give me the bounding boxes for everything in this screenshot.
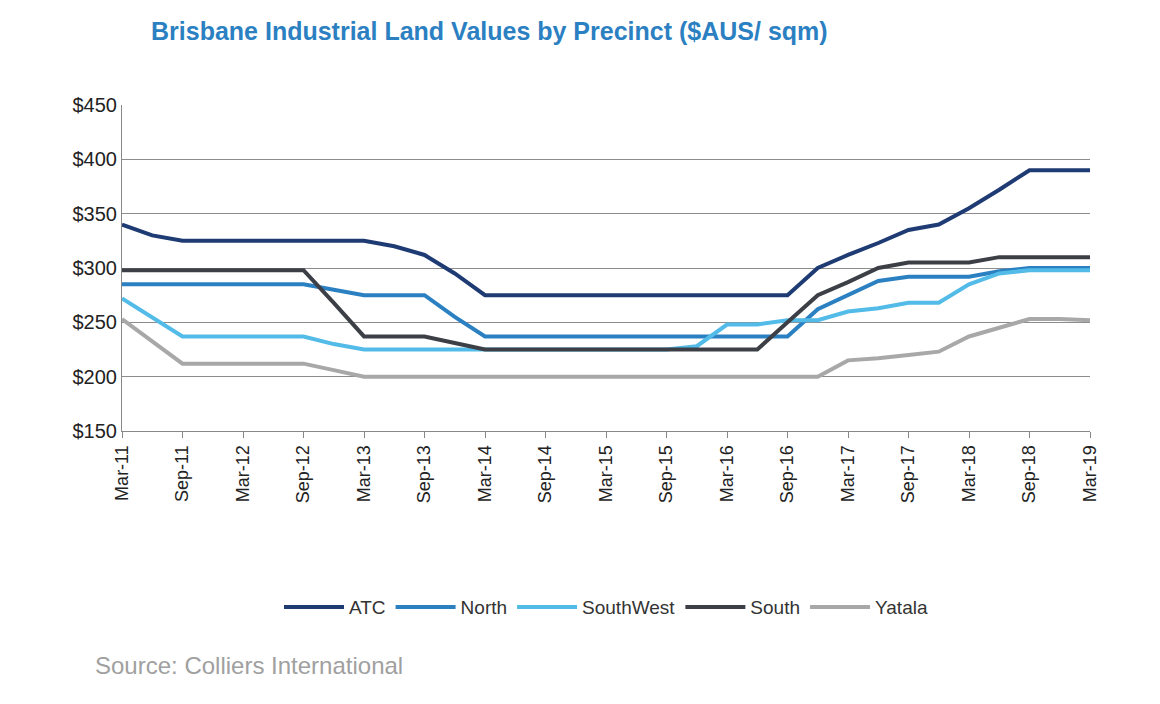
- svg-text:Mar-12: Mar-12: [233, 445, 253, 502]
- svg-text:$300: $300: [73, 257, 118, 279]
- svg-text:Brisbane Industrial Land Value: Brisbane Industrial Land Values by Preci…: [151, 17, 828, 45]
- svg-text:Sep-11: Sep-11: [172, 445, 192, 502]
- svg-text:Mar-18: Mar-18: [959, 445, 979, 502]
- svg-text:$150: $150: [73, 420, 118, 442]
- svg-text:South: South: [750, 597, 800, 618]
- svg-text:Sep-15: Sep-15: [656, 445, 676, 503]
- svg-text:$400: $400: [73, 148, 118, 170]
- svg-text:$200: $200: [73, 366, 118, 388]
- svg-text:ATC: ATC: [349, 597, 386, 618]
- svg-text:North: North: [461, 597, 507, 618]
- svg-text:Sep-17: Sep-17: [898, 445, 918, 503]
- svg-text:Mar-15: Mar-15: [596, 445, 616, 502]
- svg-text:Mar-14: Mar-14: [475, 445, 495, 502]
- svg-text:Mar-11: Mar-11: [112, 445, 132, 501]
- svg-text:$350: $350: [73, 203, 118, 225]
- svg-text:Yatala: Yatala: [875, 597, 928, 618]
- svg-text:Sep-13: Sep-13: [414, 445, 434, 503]
- svg-text:Sep-16: Sep-16: [777, 445, 797, 503]
- svg-text:Sep-18: Sep-18: [1019, 445, 1039, 503]
- svg-text:Mar-19: Mar-19: [1080, 445, 1100, 502]
- svg-text:Mar-13: Mar-13: [354, 445, 374, 502]
- svg-text:$450: $450: [73, 94, 118, 116]
- svg-text:Sep-12: Sep-12: [293, 445, 313, 503]
- svg-text:$250: $250: [73, 311, 118, 333]
- svg-text:Mar-17: Mar-17: [838, 445, 858, 502]
- svg-text:Mar-16: Mar-16: [717, 445, 737, 502]
- svg-text:Sep-14: Sep-14: [535, 445, 555, 503]
- svg-text:Source: Colliers International: Source: Colliers International: [95, 652, 403, 679]
- svg-text:SouthWest: SouthWest: [582, 597, 675, 618]
